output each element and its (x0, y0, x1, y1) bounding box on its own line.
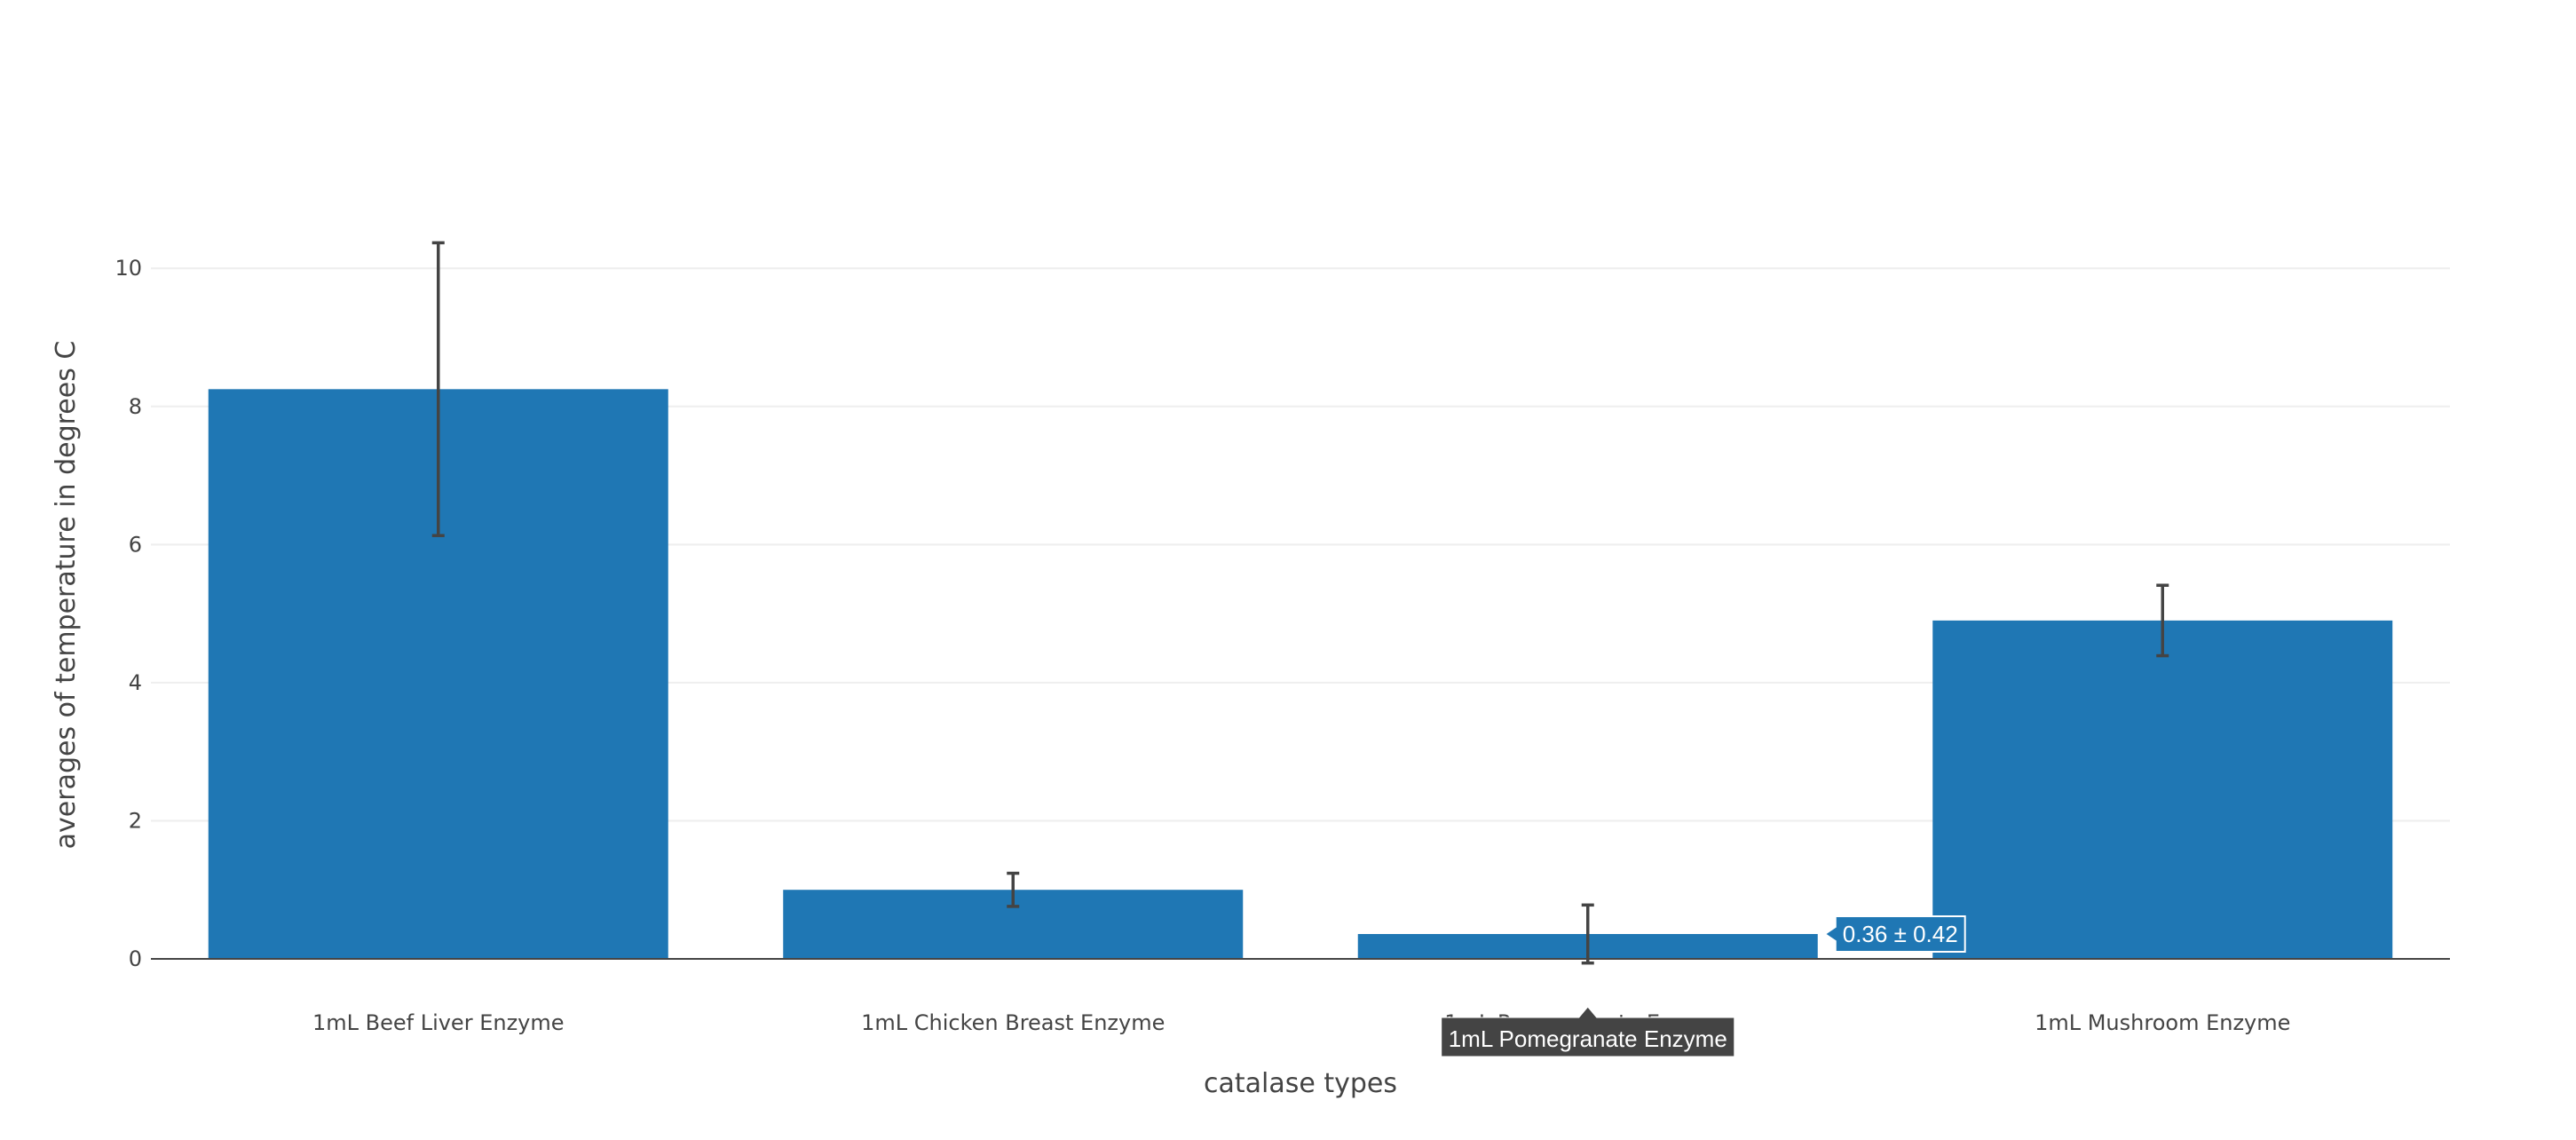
hover-category-label: 1mL Pomegranate Enzyme (1441, 1006, 1735, 1057)
y-tick-label: 10 (115, 256, 142, 281)
bars (208, 389, 2393, 959)
error-bar (2156, 583, 2169, 658)
error-bar (1581, 903, 1594, 965)
error-bar (431, 241, 445, 537)
y-axis-title: averages of temperature in degrees C (51, 341, 82, 850)
hover-category-text: 1mL Pomegranate Enzyme (1449, 1025, 1727, 1052)
x-axis-title: catalase types (1204, 1068, 1397, 1099)
bar (1932, 620, 2393, 959)
x-tick-label: 1mL Chicken Breast Enzyme (861, 1010, 1165, 1035)
hover-value-box (1822, 915, 1966, 953)
x-tick-label: 1mL Mushroom Enzyme (2035, 1010, 2290, 1035)
y-tick-label: 4 (129, 670, 142, 695)
x-tick-labels: 1mL Beef Liver Enzyme 1mL Chicken Breast … (312, 1010, 2290, 1035)
y-tick-label: 8 (129, 394, 142, 419)
hover-tooltip: 0.36 ± 0.42 1mL Pomegranate Enzyme (1441, 915, 1966, 1057)
y-tick-label: 6 (129, 532, 142, 557)
error-bar (1007, 871, 1020, 908)
y-tick-labels: 0 2 4 6 8 10 (115, 256, 142, 971)
hover-value-text: 0.36 ± 0.42 (1843, 921, 1958, 947)
y-tick-label: 0 (129, 946, 142, 971)
error-bars (431, 241, 2169, 965)
hover-category-box (1441, 1006, 1735, 1057)
y-tick-label: 2 (129, 808, 142, 833)
hover-value-label: 0.36 ± 0.42 (1822, 915, 1966, 953)
x-tick-label: 1mL Beef Liver Enzyme (312, 1010, 565, 1035)
